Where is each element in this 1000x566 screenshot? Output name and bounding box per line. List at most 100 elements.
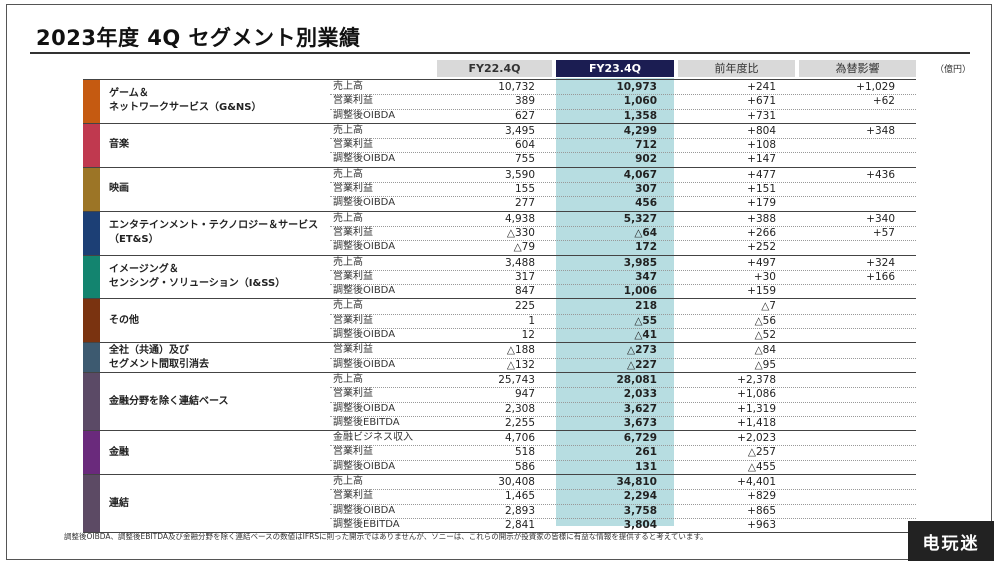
fy23-value: 3,758: [623, 504, 657, 517]
fy23-value: 34,810: [616, 476, 657, 489]
table-row: 調整後OIBDA 847 1,006 +159: [83, 284, 916, 298]
table-row: 金融ビジネス収入 4,706 6,729 +2,023: [83, 431, 916, 445]
fy22-value: 586: [514, 460, 535, 473]
header-fy22: FY22.4Q: [437, 60, 552, 77]
fy22-value: 3,495: [504, 124, 535, 137]
yoy-value: +2,023: [737, 432, 776, 445]
table-row: 営業利益 155 307 +151: [83, 182, 916, 196]
table-row: 営業利益 389 1,060 +671 +62: [83, 94, 916, 108]
table-row: 調整後OIBDA 627 1,358 +731: [83, 108, 916, 123]
table-row: 調整後EBITDA 2,841 3,804 +963: [83, 517, 916, 532]
fx-value: +1,029: [856, 81, 895, 93]
fy22-value: 30,408: [498, 476, 535, 489]
table-row: 営業利益 △188 △273 △84: [83, 343, 916, 357]
table-row: 調整後OIBDA △132 △227 △95: [83, 357, 916, 372]
metric-label: 調整後OIBDA: [333, 197, 396, 209]
segment-table: ゲーム＆ ネットワークサービス（G&NS） 売上高 10,732 10,973 +241…: [83, 79, 916, 534]
yoy-value: +829: [747, 490, 776, 503]
table-row: 調整後EBITDA 2,255 3,673 +1,418: [83, 415, 916, 430]
fy22-value: 947: [514, 388, 535, 401]
yoy-value: △56: [754, 314, 776, 327]
yoy-value: +151: [747, 183, 776, 196]
fx-value: +340: [866, 212, 895, 225]
fy23-value: 2,294: [623, 490, 657, 503]
title-underline: [30, 52, 970, 54]
fy23-value: △64: [634, 226, 657, 239]
header-yoy: 前年度比: [678, 60, 795, 77]
fy22-value: 277: [514, 197, 535, 210]
fy22-value: 518: [514, 446, 535, 459]
yoy-value: △52: [754, 329, 776, 342]
fy23-value: 28,081: [616, 373, 657, 386]
table-row: 売上高 4,938 5,327 +388 +340: [83, 212, 916, 226]
fy22-value: 12: [521, 329, 535, 342]
metric-label: 調整後EBITDA: [333, 416, 400, 428]
fy22-value: 847: [514, 285, 535, 298]
fy23-value: 5,327: [623, 212, 657, 225]
fx-value: +57: [872, 226, 895, 239]
fy22-value: 2,893: [504, 504, 535, 517]
table-row: 調整後OIBDA 2,308 3,627 +1,319: [83, 401, 916, 416]
fx-value: +324: [866, 256, 895, 269]
segment-name: エンタテインメント・テクノロジー＆サービス （ET&S）: [109, 220, 319, 246]
fy23-value: 1,358: [623, 109, 657, 122]
segment-name: 全社（共通）及び セグメント間取引消去: [109, 344, 209, 370]
fy22-value: △188: [506, 344, 535, 357]
fy22-value: 1,465: [504, 490, 535, 503]
fy22-value: 317: [514, 270, 535, 283]
slide-frame: [6, 4, 992, 560]
metric-label: 営業利益: [333, 139, 373, 151]
fx-value: +166: [866, 270, 895, 283]
unit-label: （億円）: [935, 65, 972, 75]
segment-name: ゲーム＆ ネットワークサービス（G&NS）: [109, 88, 262, 114]
fy22-value: △79: [513, 241, 535, 254]
fy23-value: 307: [635, 183, 657, 196]
fy23-value: 261: [635, 446, 657, 459]
segment-color-bar: [83, 167, 100, 211]
fy22-value: △132: [506, 358, 535, 371]
metric-label: 売上高: [333, 81, 363, 92]
fy23-value: 3,985: [623, 256, 657, 269]
segment-name: イメージング＆ センシング・ソリューション（I&SS）: [109, 264, 286, 289]
fx-value: +436: [866, 168, 895, 181]
segment-color-bar: [83, 211, 100, 255]
fy22-value: 604: [514, 139, 535, 152]
fy23-value: 218: [635, 300, 657, 313]
metric-label: 営業利益: [333, 183, 373, 195]
yoy-value: +497: [747, 256, 776, 269]
fy22-value: 4,706: [504, 432, 535, 445]
segment-name: 映画: [109, 183, 129, 195]
segment-name: 金融: [109, 446, 129, 458]
fy23-value: 3,673: [623, 416, 657, 429]
fy23-value: 1,060: [623, 95, 657, 108]
fy22-value: 755: [514, 153, 535, 166]
fy23-value: △273: [627, 344, 657, 357]
fy22-value: 389: [514, 95, 535, 108]
fy23-value: 3,627: [623, 402, 657, 415]
metric-label: 売上高: [333, 373, 363, 385]
yoy-value: +266: [747, 226, 776, 239]
yoy-value: △7: [761, 300, 776, 313]
table-row: 営業利益 1 △55 △56: [83, 313, 916, 328]
yoy-value: △455: [747, 460, 776, 473]
yoy-value: +865: [747, 504, 776, 517]
metric-label: 売上高: [333, 168, 363, 180]
table-row: 営業利益 1,465 2,294 +829: [83, 489, 916, 503]
yoy-value: △84: [754, 344, 776, 357]
fx-value: +348: [866, 124, 895, 137]
watermark-text: 电玩迷: [922, 533, 980, 554]
fy23-value: 456: [635, 197, 657, 210]
yoy-value: +159: [747, 285, 776, 298]
yoy-value: +804: [747, 124, 776, 137]
metric-label: 調整後OIBDA: [333, 109, 396, 121]
segment-color-bar: [83, 343, 100, 372]
fy23-value: 347: [635, 270, 657, 283]
fy22-value: 2,255: [504, 416, 535, 429]
metric-label: 調整後OIBDA: [333, 402, 396, 414]
segment-group: エンタテインメント・テクノロジー＆サービス （ET&S） 売上高 4,938 5,32…: [83, 210, 916, 255]
fy23-value: △227: [627, 358, 657, 371]
segment-group: 全社（共通）及び セグメント間取引消去 営業利益 △188 △273 △84 調整後OIB…: [83, 342, 916, 372]
fy22-value: △330: [506, 226, 535, 239]
metric-label: 調整後OIBDA: [333, 504, 396, 516]
yoy-value: △95: [754, 358, 776, 371]
